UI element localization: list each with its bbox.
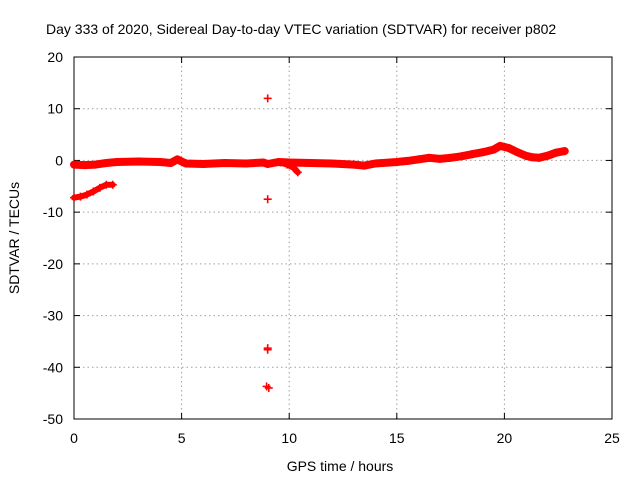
- tick-labels: 0 5 10 15 20 25 20 10 0 -10 -20 -30 -40 -50: [43, 49, 620, 446]
- y-tick-label: -50: [43, 411, 63, 427]
- data-point: [82, 190, 91, 199]
- data-point: [289, 163, 298, 172]
- y-tick-label: 20: [47, 49, 63, 65]
- data-point: [360, 161, 369, 170]
- data-point: [504, 144, 513, 153]
- data-point: [263, 345, 272, 354]
- data-point: [489, 145, 498, 154]
- x-tick-label: 20: [497, 430, 513, 446]
- data-point: [349, 160, 358, 169]
- x-tick-label: 25: [604, 430, 620, 446]
- y-tick-label: -40: [43, 359, 63, 375]
- data-point: [521, 151, 530, 160]
- data-point: [435, 154, 444, 163]
- y-tick-label: -30: [43, 308, 63, 324]
- data-point: [259, 158, 268, 167]
- y-tick-label: 10: [47, 101, 63, 117]
- data-point: [263, 160, 272, 169]
- data-point: [70, 193, 78, 202]
- data-point: [156, 157, 165, 166]
- series-early-low-trace: [70, 180, 117, 202]
- data-point: [113, 157, 122, 166]
- chart-title: Day 333 of 2020, Sidereal Day-to-day VTE…: [46, 21, 556, 37]
- data-point: [181, 159, 190, 168]
- data-point: [166, 159, 175, 168]
- data-point: [534, 153, 543, 162]
- data-point: [76, 192, 85, 201]
- series-line: [277, 159, 301, 176]
- x-tick-label: 5: [178, 430, 186, 446]
- data-point: [552, 148, 561, 157]
- y-tick-label: 0: [55, 152, 63, 168]
- data-point: [414, 155, 423, 164]
- data-point: [496, 141, 505, 150]
- data-point: [478, 148, 487, 157]
- data-point: [328, 159, 337, 168]
- data-point: [392, 157, 401, 166]
- data-point: [457, 152, 466, 161]
- data-point: [199, 160, 208, 169]
- series-dip-near-10h: [276, 158, 302, 177]
- data-point: [306, 159, 315, 168]
- data-point: [446, 153, 455, 162]
- x-tick-label: 10: [281, 430, 297, 446]
- x-axis-label: GPS time / hours: [287, 458, 394, 474]
- series-main-trace: [70, 141, 569, 170]
- data-point: [425, 153, 434, 162]
- data-point: [263, 195, 272, 204]
- x-tick-label: 15: [389, 430, 405, 446]
- data-point: [108, 180, 117, 189]
- data-point: [513, 148, 522, 157]
- data-point: [276, 158, 285, 167]
- data-point: [80, 161, 89, 170]
- data-point: [242, 159, 251, 168]
- data-point: [560, 147, 569, 156]
- data-point: [70, 160, 78, 169]
- data-point: [102, 159, 111, 168]
- data-point: [283, 160, 292, 169]
- grid: [74, 57, 612, 419]
- data-point: [468, 150, 477, 159]
- x-tick-label: 0: [70, 430, 78, 446]
- data-point: [91, 160, 100, 169]
- data-point: [371, 159, 380, 168]
- data-point: [89, 187, 98, 196]
- data-point: [403, 156, 412, 165]
- y-tick-label: -10: [43, 204, 63, 220]
- data-point: [173, 155, 182, 164]
- data-point: [263, 94, 272, 103]
- axis-ticks: [73, 56, 613, 420]
- y-tick-label: -20: [43, 256, 63, 272]
- series-outliers: [262, 94, 273, 392]
- y-axis-label: SDTVAR / TECUs: [6, 182, 22, 294]
- data-point: [264, 383, 273, 392]
- data-point: [95, 183, 104, 192]
- plot-frame: [73, 56, 613, 420]
- data-marks: [70, 94, 569, 392]
- data-point: [293, 168, 302, 177]
- data-point: [134, 157, 143, 166]
- data-point: [220, 159, 229, 168]
- data-point: [543, 151, 552, 160]
